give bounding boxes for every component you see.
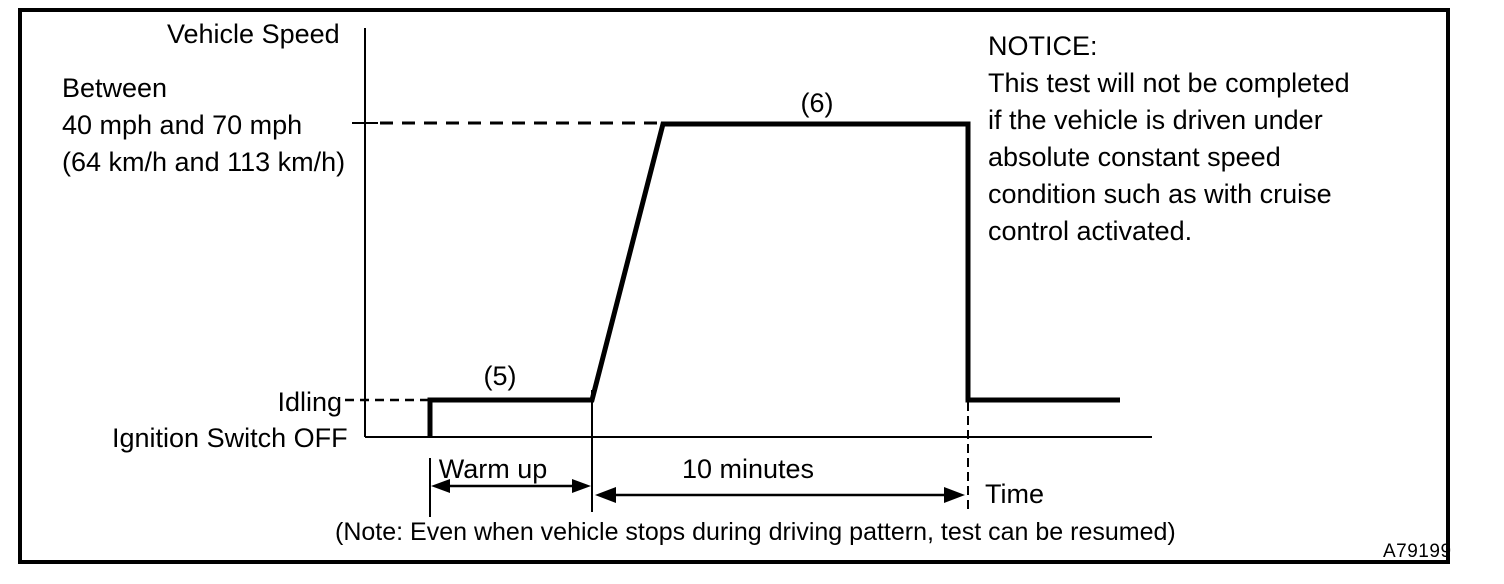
warmup-duration-label: Warm up <box>438 454 548 484</box>
notice-title: NOTICE: <box>988 31 1098 61</box>
warmup-arrowhead-left <box>431 479 450 493</box>
resume-note: (Note: Even when vehicle stops during dr… <box>335 518 1176 546</box>
notice-line2: if the vehicle is driven under <box>988 105 1323 135</box>
segment-5-label: (5) <box>483 361 517 391</box>
figure-id: A79199 <box>1383 541 1452 562</box>
speed-trace <box>427 121 1120 437</box>
upper-level-label-line3: (64 km/h and 113 km/h) <box>62 147 346 177</box>
idle-level-label: Idling <box>277 387 342 417</box>
drive-duration-label: 10 minutes <box>681 454 815 484</box>
segment-6-label: (6) <box>800 88 834 118</box>
drive-arrowhead-left <box>595 487 616 503</box>
ignition-off-label: Ignition Switch OFF <box>112 423 348 453</box>
upper-level-label-line2: 40 mph and 70 mph <box>62 110 303 140</box>
drive-arrowhead-right <box>944 487 965 503</box>
figure-border <box>18 8 1450 564</box>
notice-line3: absolute constant speed <box>988 142 1281 172</box>
notice-line5: control activated. <box>988 216 1193 246</box>
warmup-arrowhead-right <box>572 479 591 493</box>
notice-block: NOTICE: This test will not be completed … <box>988 28 1350 250</box>
notice-line4: condition such as with cruise <box>988 179 1332 209</box>
y-axis-title: Vehicle Speed <box>167 19 340 49</box>
upper-level-label: Between 40 mph and 70 mph (64 km/h and 1… <box>62 70 345 181</box>
notice-line1: This test will not be completed <box>988 68 1350 98</box>
upper-level-label-line1: Between <box>62 73 168 103</box>
x-axis-title: Time <box>985 479 1044 509</box>
